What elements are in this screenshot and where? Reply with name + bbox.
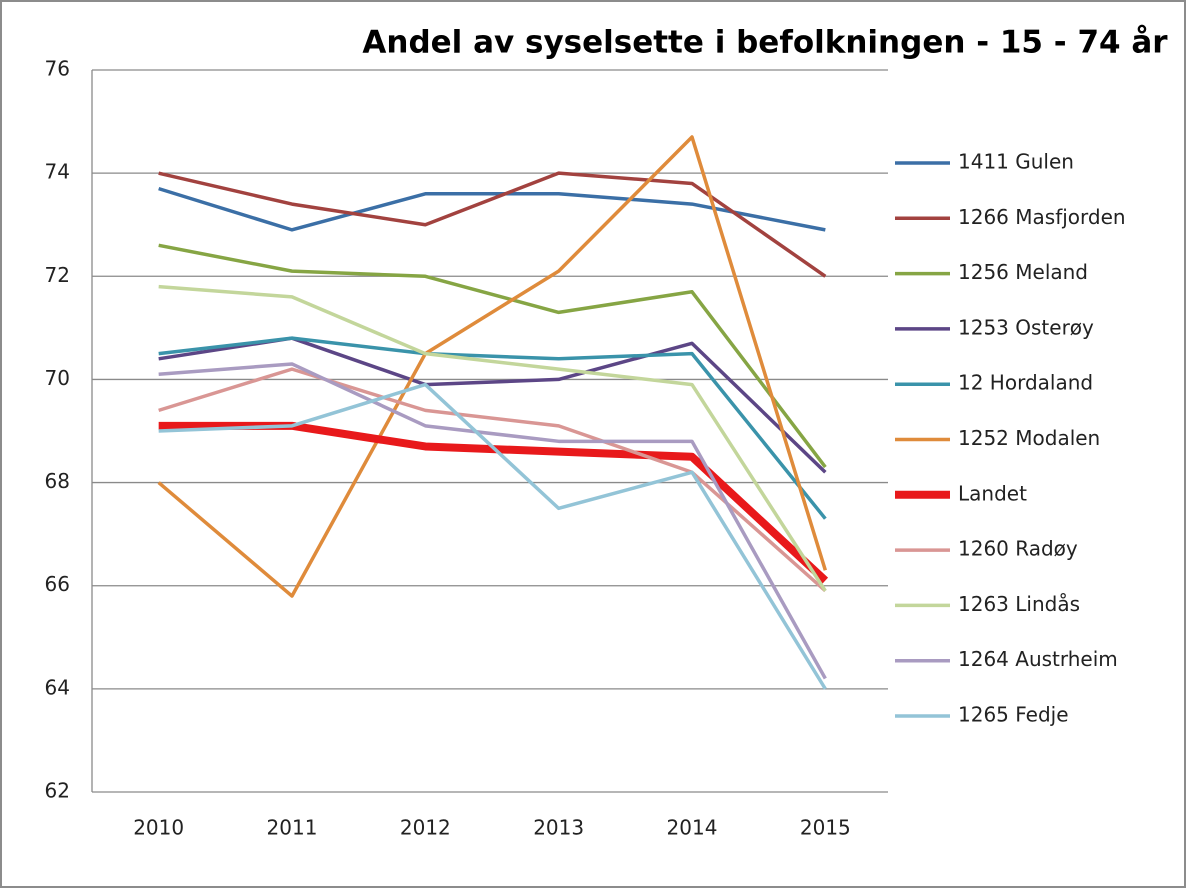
y-tick-label: 62 <box>45 779 70 803</box>
legend-label: 1411 Gulen <box>958 150 1074 174</box>
legend-label: 1253 Osterøy <box>958 315 1094 339</box>
series-line <box>158 336 827 520</box>
series-line <box>158 243 827 469</box>
y-tick-label: 70 <box>45 366 70 390</box>
legend-label: 1252 Modalen <box>958 426 1100 450</box>
x-tick-label: 2014 <box>667 816 718 840</box>
series-line <box>158 382 827 690</box>
legend-label: 12 Hordaland <box>958 371 1093 395</box>
legend-label: 1263 Lindås <box>958 592 1080 616</box>
series-line <box>158 284 827 592</box>
legend-label: 1264 Austrheim <box>958 647 1118 671</box>
legend-label: 1266 Masfjorden <box>958 205 1126 229</box>
y-tick-label: 76 <box>45 57 70 81</box>
series-line <box>158 367 827 593</box>
legend-label: 1265 Fedje <box>958 703 1069 727</box>
legend-label: 1260 Radøy <box>958 537 1078 561</box>
series-line <box>157 135 828 598</box>
y-tick-label: 74 <box>45 160 70 184</box>
x-tick-label: 2011 <box>267 816 318 840</box>
legend-label: 1256 Meland <box>958 260 1088 284</box>
y-tick-label: 64 <box>45 675 70 699</box>
series-line <box>158 362 827 680</box>
x-tick-label: 2013 <box>533 816 584 840</box>
y-tick-label: 72 <box>45 263 70 287</box>
x-tick-label: 2012 <box>400 816 451 840</box>
x-tick-label: 2015 <box>800 816 851 840</box>
y-tick-label: 66 <box>45 572 70 596</box>
series-line <box>158 171 827 278</box>
x-tick-label: 2010 <box>133 816 184 840</box>
y-tick-label: 68 <box>45 469 70 493</box>
chart-title: Andel av syselsette i befolkningen - 15 … <box>362 25 1168 61</box>
legend-label: Landet <box>958 481 1027 505</box>
